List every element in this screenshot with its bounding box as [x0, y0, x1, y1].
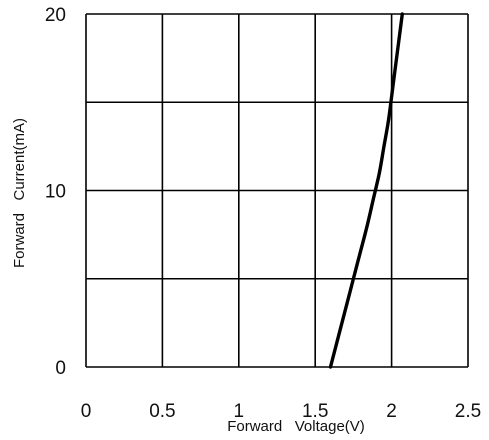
x-tick-label: 0: [81, 401, 92, 422]
x-tick-label: 1.5: [302, 401, 328, 422]
y-tick-label: 10: [45, 182, 66, 203]
x-tick-label: 1: [234, 401, 245, 422]
x-tick-label: 0.5: [149, 401, 175, 422]
series-line: [328, 12, 404, 369]
series-layer: [328, 12, 404, 369]
grid: [85, 13, 469, 368]
tick-labels: 0 0.5 1 1.5 2 2.5 0 10 20: [45, 5, 481, 422]
x-axis-title: Forward Voltage(V): [227, 418, 365, 435]
y-tick-label: 20: [45, 5, 66, 26]
y-tick-label: 0: [55, 358, 66, 379]
x-tick-label: 2.5: [455, 401, 481, 422]
y-axis-title: Forward Current(mA): [11, 118, 28, 268]
x-tick-label: 2: [386, 401, 397, 422]
